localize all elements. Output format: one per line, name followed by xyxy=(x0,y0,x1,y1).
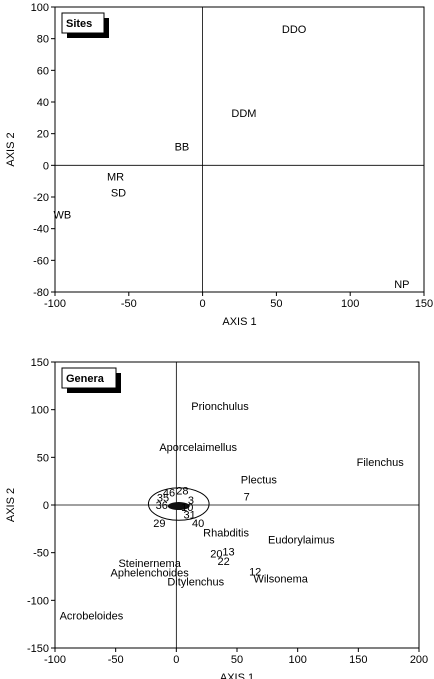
point-label: Filenchus xyxy=(357,457,405,469)
y-tick-label: 60 xyxy=(37,65,49,77)
point-label: 31 xyxy=(184,510,196,522)
point-label: DDO xyxy=(282,24,307,36)
x-axis-title: AXIS 1 xyxy=(220,672,254,679)
y-axis-title: AXIS 2 xyxy=(5,488,17,522)
chart-panel-2: -100 -50 0 50 100 150 200150100500-50-100-150A… xyxy=(5,357,428,679)
point-label: Wilsonema xyxy=(253,573,308,585)
point-label: 10 xyxy=(181,502,193,514)
x-tick-label: 100 xyxy=(288,654,306,666)
point-label: Prionchulus xyxy=(191,401,249,413)
x-tick-label: 150 xyxy=(415,298,433,310)
point-label: Ditylenchus xyxy=(167,576,224,588)
point-label: NP xyxy=(394,279,409,291)
point-label: BB xyxy=(175,141,190,153)
y-tick-label: -80 xyxy=(33,287,49,299)
point-label: Aphelenchoides xyxy=(110,568,189,580)
x-tick-label: -100 xyxy=(44,298,66,310)
y-tick-label: 0 xyxy=(43,160,49,172)
legend-label: Sites xyxy=(66,18,92,30)
point-label: 3 xyxy=(188,495,194,507)
point-label: 13 xyxy=(222,547,234,559)
x-tick-label: -50 xyxy=(108,654,124,666)
y-tick-label: -100 xyxy=(27,595,49,607)
x-tick-label: -100 xyxy=(44,654,66,666)
legend-box xyxy=(61,12,105,34)
x-tick-label: 100 xyxy=(341,298,359,310)
x-tick-label: 0 xyxy=(200,298,206,310)
y-tick-label: -20 xyxy=(33,192,49,204)
point-label: 46 xyxy=(163,488,175,500)
point-label: 40 xyxy=(192,518,204,530)
point-label: Aporcelaimellus xyxy=(159,442,237,454)
point-label: 28 xyxy=(176,486,188,498)
point-label: 36 xyxy=(156,500,168,512)
x-tick-label: -50 xyxy=(121,298,137,310)
legend-label: Genera xyxy=(66,373,105,385)
plot-frame xyxy=(54,6,425,293)
cluster-points xyxy=(167,502,190,511)
x-tick-label: 200 xyxy=(410,654,428,666)
y-tick-label: -50 xyxy=(33,548,49,560)
point-label: MR xyxy=(107,171,124,183)
y-tick-label: 40 xyxy=(37,97,49,109)
y-tick-label: 100 xyxy=(31,2,49,14)
point-label: WB xyxy=(54,209,72,221)
y-tick-label: 0 xyxy=(43,500,49,512)
y-tick-label: 100 xyxy=(31,405,49,417)
y-tick-label: 80 xyxy=(37,34,49,46)
y-tick-label: -150 xyxy=(27,643,49,655)
y-tick-label: 150 xyxy=(31,357,49,369)
y-tick-label: 20 xyxy=(37,129,49,141)
chart-panel-1: -100 -50 0 50 100 150 100 80 60 40 20 0 -20 -40 -60 -80… xyxy=(5,2,433,328)
point-label: 22 xyxy=(218,556,230,568)
point-label: Plectus xyxy=(241,474,278,486)
point-label: 20 xyxy=(210,549,222,561)
y-tick-label: -60 xyxy=(33,255,49,267)
legend-box xyxy=(61,367,117,389)
y-tick-label: -40 xyxy=(33,224,49,236)
point-label: Eudorylaimus xyxy=(268,534,335,546)
x-axis-title: AXIS 1 xyxy=(222,316,256,328)
x-tick-label: 150 xyxy=(349,654,367,666)
y-tick-label: 50 xyxy=(37,452,49,464)
point-label: 7 xyxy=(244,491,250,503)
point-label: 12 xyxy=(249,567,261,579)
point-label: Rhabditis xyxy=(203,528,249,540)
point-label: DDM xyxy=(231,108,256,120)
point-label: 29 xyxy=(153,518,165,530)
cluster-ellipse xyxy=(147,487,210,521)
y-axis-title: AXIS 2 xyxy=(5,132,17,166)
point-label: Steinernema xyxy=(118,558,181,570)
point-label: 35 xyxy=(157,492,169,504)
x-tick-label: 50 xyxy=(270,298,282,310)
x-tick-label: 50 xyxy=(231,654,243,666)
point-label: SD xyxy=(111,187,126,199)
point-label: Acrobeloides xyxy=(60,611,124,623)
x-tick-label: 0 xyxy=(173,654,179,666)
